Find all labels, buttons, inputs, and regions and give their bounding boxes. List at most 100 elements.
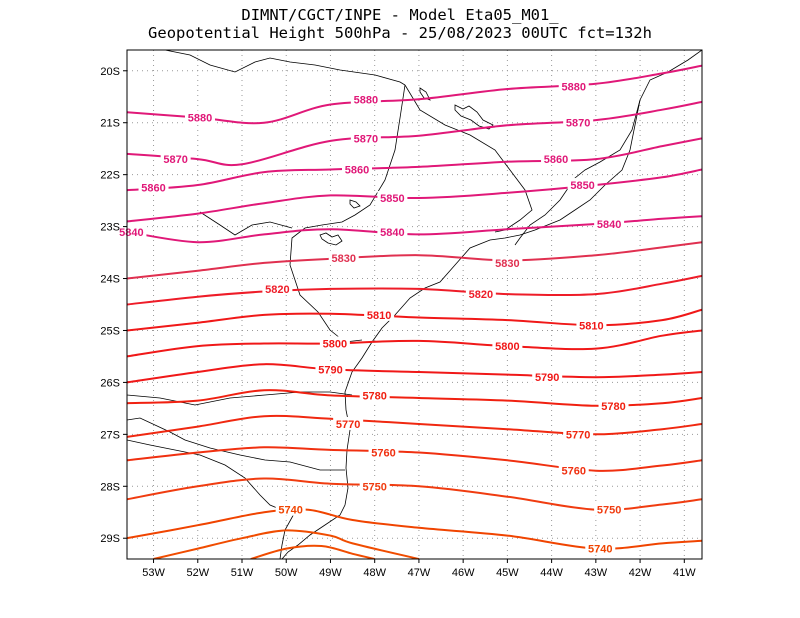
contour-label-5870: 5870 bbox=[566, 118, 590, 130]
contour-5720 bbox=[250, 544, 375, 559]
contour-5880 bbox=[127, 64, 702, 125]
contour-5800 bbox=[127, 329, 702, 358]
lat-label: 27S bbox=[100, 429, 120, 441]
lon-label: 47W bbox=[408, 567, 431, 579]
contour-label-bg bbox=[359, 388, 390, 402]
contour-5730 bbox=[153, 529, 420, 559]
lon-label: 44W bbox=[540, 567, 563, 579]
contour-5770 bbox=[127, 414, 702, 438]
contour-label-5750: 5750 bbox=[362, 481, 386, 493]
contour-label-bg bbox=[319, 336, 350, 350]
contour-label-bg bbox=[116, 224, 147, 238]
contour-label-5840: 5840 bbox=[380, 227, 404, 239]
contour-label-5830: 5830 bbox=[331, 253, 355, 265]
state-border bbox=[127, 417, 345, 471]
state-border bbox=[279, 511, 296, 559]
contour-5850 bbox=[127, 168, 702, 223]
coastline bbox=[281, 50, 702, 559]
contour-5810 bbox=[127, 308, 702, 332]
lat-label: 21S bbox=[100, 118, 120, 130]
contour-5840 bbox=[127, 215, 702, 244]
lon-label: 42W bbox=[629, 567, 652, 579]
contour-label-bg bbox=[541, 152, 572, 166]
lat-label: 22S bbox=[100, 170, 120, 182]
contour-label-bg bbox=[585, 541, 616, 555]
lon-label: 41W bbox=[673, 567, 696, 579]
latitude-axis: 20S 21S 22S 23S 24S 25S 26S 27S 28S 29S bbox=[100, 66, 127, 545]
lat-label: 24S bbox=[100, 274, 120, 286]
contour-label-bg bbox=[377, 224, 408, 238]
contour-5860 bbox=[127, 137, 702, 192]
contour-label-bg bbox=[364, 307, 395, 321]
contour-label-5880: 5880 bbox=[188, 113, 212, 125]
contour-label-5770: 5770 bbox=[336, 419, 360, 431]
contour-label-5820: 5820 bbox=[469, 289, 493, 301]
contour-label-bg bbox=[350, 131, 381, 145]
contour-5750 bbox=[127, 477, 702, 511]
contour-label-5760: 5760 bbox=[371, 448, 395, 460]
contour-label-5780: 5780 bbox=[601, 401, 625, 413]
contour-label-5810: 5810 bbox=[579, 320, 603, 332]
contour-label-5840: 5840 bbox=[597, 219, 621, 231]
contour-label-bg bbox=[563, 115, 594, 129]
contour-label-bg bbox=[492, 255, 523, 269]
reservoir-outline bbox=[454, 104, 494, 130]
contour-label-bg bbox=[328, 250, 359, 264]
lon-label: 50W bbox=[275, 567, 298, 579]
lon-label: 49W bbox=[319, 567, 342, 579]
contour-label-bg bbox=[567, 178, 598, 192]
state-border bbox=[127, 391, 353, 406]
contour-label-5750: 5750 bbox=[597, 505, 621, 517]
contour-5870 bbox=[127, 100, 702, 167]
contour-label-5760: 5760 bbox=[561, 466, 585, 478]
contour-label-5820: 5820 bbox=[265, 284, 289, 296]
contour-5820 bbox=[127, 274, 702, 306]
lat-label: 29S bbox=[100, 533, 120, 545]
lon-label: 46W bbox=[452, 567, 475, 579]
contour-label-5870: 5870 bbox=[163, 154, 187, 166]
lon-label: 43W bbox=[585, 567, 608, 579]
state-border bbox=[404, 84, 533, 233]
contour-label-5810: 5810 bbox=[367, 310, 391, 322]
lon-label: 51W bbox=[231, 567, 254, 579]
state-border bbox=[514, 99, 641, 246]
lat-label: 23S bbox=[100, 222, 120, 234]
contour-label-5740: 5740 bbox=[278, 505, 302, 517]
contour-label-5860: 5860 bbox=[141, 183, 165, 195]
lat-label: 26S bbox=[100, 377, 120, 389]
lat-label: 25S bbox=[100, 325, 120, 337]
map-title-line1: DIMNT/CGCT/INPE - Model Eta05_M01_ bbox=[241, 6, 559, 24]
contour-lines bbox=[127, 64, 702, 559]
contour-5790 bbox=[127, 363, 702, 384]
contour-label-bg bbox=[333, 416, 364, 430]
contour-label-bg bbox=[350, 92, 381, 106]
reservoir-outline bbox=[349, 199, 361, 209]
map-title-line2: Geopotential Height 500hPa - 25/08/2023 … bbox=[148, 24, 652, 42]
contour-label-bg bbox=[465, 287, 496, 301]
contour-label-bg bbox=[275, 502, 306, 516]
contour-label-bg bbox=[359, 479, 390, 493]
contour-label-5780: 5780 bbox=[362, 390, 386, 402]
contour-label-bg bbox=[262, 281, 293, 295]
contour-label-5860: 5860 bbox=[544, 154, 568, 166]
contour-label-5800: 5800 bbox=[495, 341, 519, 353]
lon-label: 45W bbox=[496, 567, 519, 579]
contour-label-5790: 5790 bbox=[318, 364, 342, 376]
contour-5780 bbox=[127, 389, 702, 407]
contour-label-5740: 5740 bbox=[588, 544, 612, 556]
contour-5830 bbox=[127, 241, 702, 280]
contour-5760 bbox=[127, 446, 702, 472]
contour-labels: 5880 5880 5880 5870 5870 5870 5860 5860 5860 5850… bbox=[116, 79, 629, 556]
contour-label-bg bbox=[184, 110, 215, 124]
contour-label-bg bbox=[342, 162, 372, 176]
contour-label-bg bbox=[315, 362, 346, 376]
lon-label: 48W bbox=[363, 567, 386, 579]
contour-label-bg bbox=[532, 370, 563, 384]
contour-label-bg bbox=[492, 339, 523, 353]
contour-label-5860: 5860 bbox=[345, 164, 369, 176]
contour-label-bg bbox=[563, 427, 594, 441]
contour-5740 bbox=[127, 508, 702, 550]
state-border bbox=[164, 50, 406, 86]
contour-label-5880: 5880 bbox=[561, 81, 585, 93]
